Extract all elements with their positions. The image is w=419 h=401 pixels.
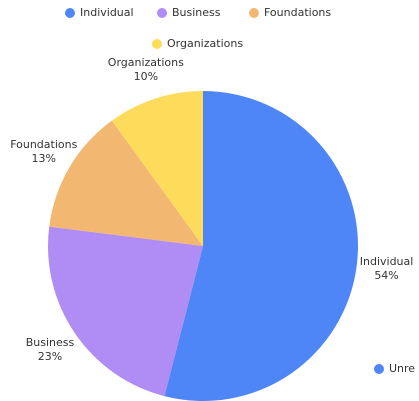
pie-slice [49,120,203,246]
pie-slice [111,91,203,246]
legend-swatch [65,8,75,18]
legend-label: Unre [389,362,415,375]
slice-label: Individual [360,255,414,268]
legend-label: Business [172,6,221,19]
legend-swatch [249,8,259,18]
slice-label: Organizations [108,56,184,69]
pie-slice [48,226,204,397]
slice-value: 13% [32,152,56,165]
legend-label: Organizations [167,37,243,50]
slice-value: 54% [374,269,398,282]
legend-label: Individual [80,6,134,19]
legend-swatch [152,39,162,49]
slice-value: 23% [38,350,62,363]
slice-label: Foundations [10,138,77,151]
pie-slice [164,91,358,401]
slice-label: Business [26,336,75,349]
legend-swatch [374,364,384,374]
legend-label: Foundations [264,6,331,19]
legend-swatch [157,8,167,18]
slice-value: 10% [134,70,158,83]
